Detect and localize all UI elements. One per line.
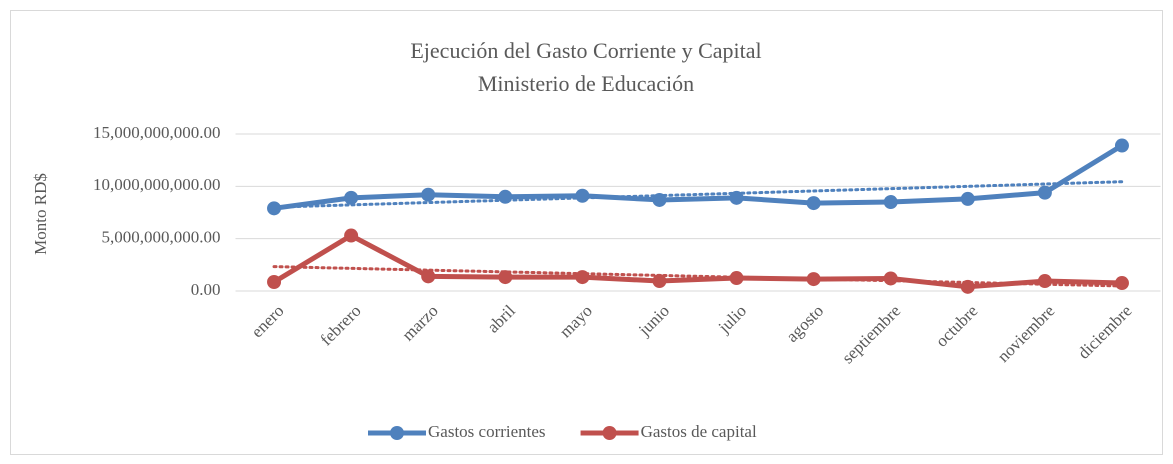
data-point [652,192,667,207]
legend-marker [390,426,404,440]
y-tick-label: 0.00 [191,280,221,299]
legend-marker [602,426,617,440]
trendline [272,180,1124,209]
data-point [344,228,359,243]
data-point [1037,274,1052,289]
data-point [729,271,744,286]
data-point [267,201,282,216]
data-point [421,269,436,284]
data-point [1037,185,1052,200]
data-point [1114,138,1129,153]
y-tick-label: 5,000,000,000.00 [102,228,221,247]
data-point [652,274,667,289]
data-point [575,270,590,285]
chart-title: Ejecución del Gasto Corriente y Capital [410,38,761,63]
legend-label: Gastos corrientes [428,422,546,441]
data-point [883,271,898,286]
y-tick-label: 15,000,000,000.00 [93,123,221,142]
data-point [806,272,821,287]
data-point [498,189,513,204]
data-point [421,187,436,202]
data-point [960,279,975,294]
data-point [729,190,744,205]
data-point [575,188,590,203]
chart-subtitle: Ministerio de Educación [478,71,694,96]
data-point [883,195,898,210]
y-tick-label: 10,000,000,000.00 [93,175,221,194]
y-axis-label: Monto RD$ [31,173,50,255]
series-line [272,233,1123,290]
data-point [1114,276,1129,291]
data-point [267,274,282,289]
data-point [960,191,975,206]
chart-frame [10,10,1163,455]
data-point [806,196,821,211]
series-line [273,143,1124,211]
legend-label: Gastos de capital [641,422,757,441]
data-point [498,270,513,285]
data-point [344,190,359,205]
